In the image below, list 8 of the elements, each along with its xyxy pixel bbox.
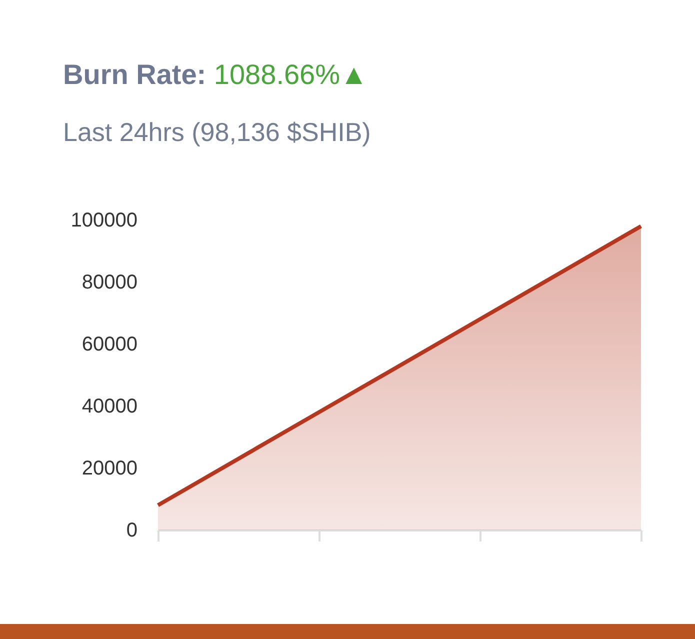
y-tick-label: 0 [126, 520, 138, 542]
chart-title: Burn Rate: 1088.66%▲ [63, 59, 368, 90]
y-tick-label: 100000 [70, 210, 138, 232]
y-tick-label: 60000 [82, 334, 138, 356]
y-tick-label: 80000 [82, 272, 138, 294]
y-tick-label: 20000 [82, 458, 138, 480]
chart-subtitle: Last 24hrs (98,136 $SHIB) [63, 116, 371, 148]
y-tick-label: 40000 [82, 396, 138, 418]
